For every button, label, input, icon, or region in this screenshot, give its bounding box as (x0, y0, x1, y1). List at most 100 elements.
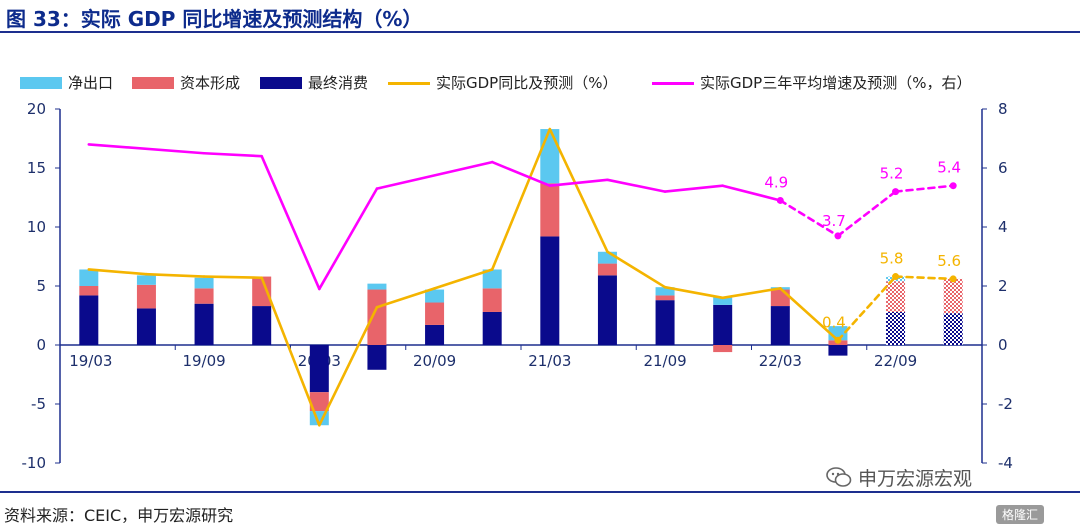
watermark: 申万宏源宏观 (858, 468, 973, 490)
line-segment-gdp-yoy (779, 287, 840, 342)
bar-final-consumption (943, 313, 963, 345)
x-tick-label: 22/03 (759, 352, 802, 370)
bar-net-exports (540, 129, 560, 184)
line-segment-gdp-3yr (548, 178, 609, 187)
x-tick-label: 19/03 (69, 352, 112, 370)
line-segment-gdp-3yr (721, 184, 782, 202)
publisher-badge: 格隆汇 (996, 505, 1045, 524)
bar-capital-formation (367, 289, 387, 345)
bar-final-consumption (482, 311, 502, 345)
left-tick-label: -5 (31, 395, 46, 413)
bar-final-consumption (425, 324, 445, 345)
line-segment-gdp-3yr (318, 187, 379, 291)
lines (87, 127, 957, 427)
bar-capital-formation (136, 284, 156, 309)
left-tick-label: 5 (36, 277, 46, 295)
legend-label-final-consumption: 最终消费 (308, 74, 369, 92)
bar-net-exports (425, 289, 445, 303)
bar-net-exports (367, 283, 387, 290)
left-tick-label: -10 (22, 454, 47, 472)
bar-capital-formation (655, 295, 675, 301)
right-tick-label: 8 (998, 100, 1008, 118)
legend: 净出口 资本形成 最终消费 实际GDP同比及预测（%） 实际GDP三年平均增速及… (20, 72, 1060, 94)
x-tick-label: 20/09 (413, 352, 456, 370)
bar-net-exports (136, 275, 156, 285)
marker-gdp-yoy (892, 273, 900, 281)
bar-final-consumption (309, 345, 329, 393)
x-tick-label: 21/09 (643, 352, 686, 370)
bar-final-consumption (770, 306, 790, 345)
line-segment-gdp-yoy (87, 268, 148, 276)
legend-label-gdp-3yr: 实际GDP三年平均增速及预测（%，右） (700, 74, 972, 92)
marker-gdp-3yr (892, 188, 900, 196)
line-segment-gdp-yoy (721, 287, 782, 300)
line-segment-gdp-yoy (375, 287, 436, 309)
bars (79, 129, 963, 426)
bar-capital-formation (770, 289, 790, 307)
bar-final-consumption (79, 295, 99, 345)
line-segment-gdp-3yr (87, 143, 206, 155)
chart-title: 图 33：实际 GDP 同比增速及预测结构（%） (6, 7, 423, 31)
bar-net-exports (713, 296, 733, 305)
bar-capital-formation (540, 183, 560, 237)
line-segment-gdp-3yr (663, 184, 724, 193)
bar-capital-formation (597, 263, 617, 276)
line-segment-gdp-yoy (490, 127, 552, 271)
axes: -10-505101520-4-20246819/0319/0920/0320/… (22, 100, 1013, 472)
bar-final-consumption (713, 304, 733, 345)
line-segment-gdp-yoy (433, 268, 494, 290)
x-tick-label: 22/09 (874, 352, 917, 370)
line-segment-gdp-yoy (663, 285, 724, 300)
data-labels: 0.4 5.8 5.6 4.9 3.7 5.2 5.4 (764, 159, 961, 332)
bar-capital-formation (79, 286, 99, 296)
bar-net-exports (655, 287, 675, 296)
marker-gdp-3yr (776, 196, 784, 204)
gdp-chart: -10-505101520-4-20246819/0319/0920/0320/… (22, 100, 1013, 472)
line-segment-gdp-3yr (375, 160, 494, 190)
x-tick-label: 19/09 (182, 352, 225, 370)
legend-swatch-capital-formation (132, 77, 174, 89)
line-segment-gdp-3yr (490, 160, 552, 187)
marker-gdp-yoy (834, 336, 842, 344)
source-note: 资料来源：CEIC，申万宏源研究 (4, 506, 234, 525)
data-label-gdp-yoy: 5.8 (880, 250, 904, 268)
data-label-gdp-3yr: 3.7 (822, 212, 846, 230)
bar-final-consumption (252, 306, 272, 345)
bar-net-exports (597, 251, 617, 264)
line-segment-gdp-yoy (145, 272, 206, 278)
bar-final-consumption (540, 236, 560, 345)
line-segment-gdp-3yr (779, 199, 840, 238)
bar-final-consumption (886, 311, 906, 345)
line-segment-gdp-yoy (318, 305, 379, 427)
line-segment-gdp-yoy (548, 127, 609, 254)
line-segment-gdp-3yr (606, 178, 667, 193)
legend-swatch-gdp-yoy (388, 82, 430, 85)
data-label-gdp-yoy: 0.4 (822, 313, 846, 331)
bar-final-consumption (367, 345, 387, 370)
left-tick-label: 15 (27, 159, 46, 177)
legend-label-capital-formation: 资本形成 (180, 74, 241, 92)
bar-final-consumption (597, 275, 617, 345)
bar-capital-formation (886, 281, 906, 312)
marker-gdp-3yr (834, 232, 842, 240)
right-tick-label: 6 (998, 159, 1008, 177)
legend-swatch-gdp-3yr (652, 82, 694, 85)
legend-swatch-final-consumption (260, 77, 302, 89)
data-label-gdp-3yr: 4.9 (764, 173, 788, 191)
bar-net-exports (482, 269, 502, 289)
bar-capital-formation (482, 288, 502, 312)
legend-label-net-exports: 净出口 (68, 74, 114, 92)
bar-final-consumption (655, 300, 675, 345)
data-label-gdp-yoy: 5.6 (937, 252, 961, 270)
wechat-icon (826, 467, 852, 487)
marker-gdp-yoy (949, 275, 957, 283)
line-segment-gdp-yoy (836, 275, 897, 342)
right-tick-label: -4 (998, 454, 1013, 472)
line-segment-gdp-yoy (260, 276, 321, 427)
bar-capital-formation (194, 288, 214, 304)
x-tick-label: 21/03 (528, 352, 571, 370)
left-tick-label: 0 (36, 336, 46, 354)
right-tick-label: 0 (998, 336, 1008, 354)
right-tick-label: -2 (998, 395, 1013, 413)
bar-net-exports (194, 277, 214, 289)
